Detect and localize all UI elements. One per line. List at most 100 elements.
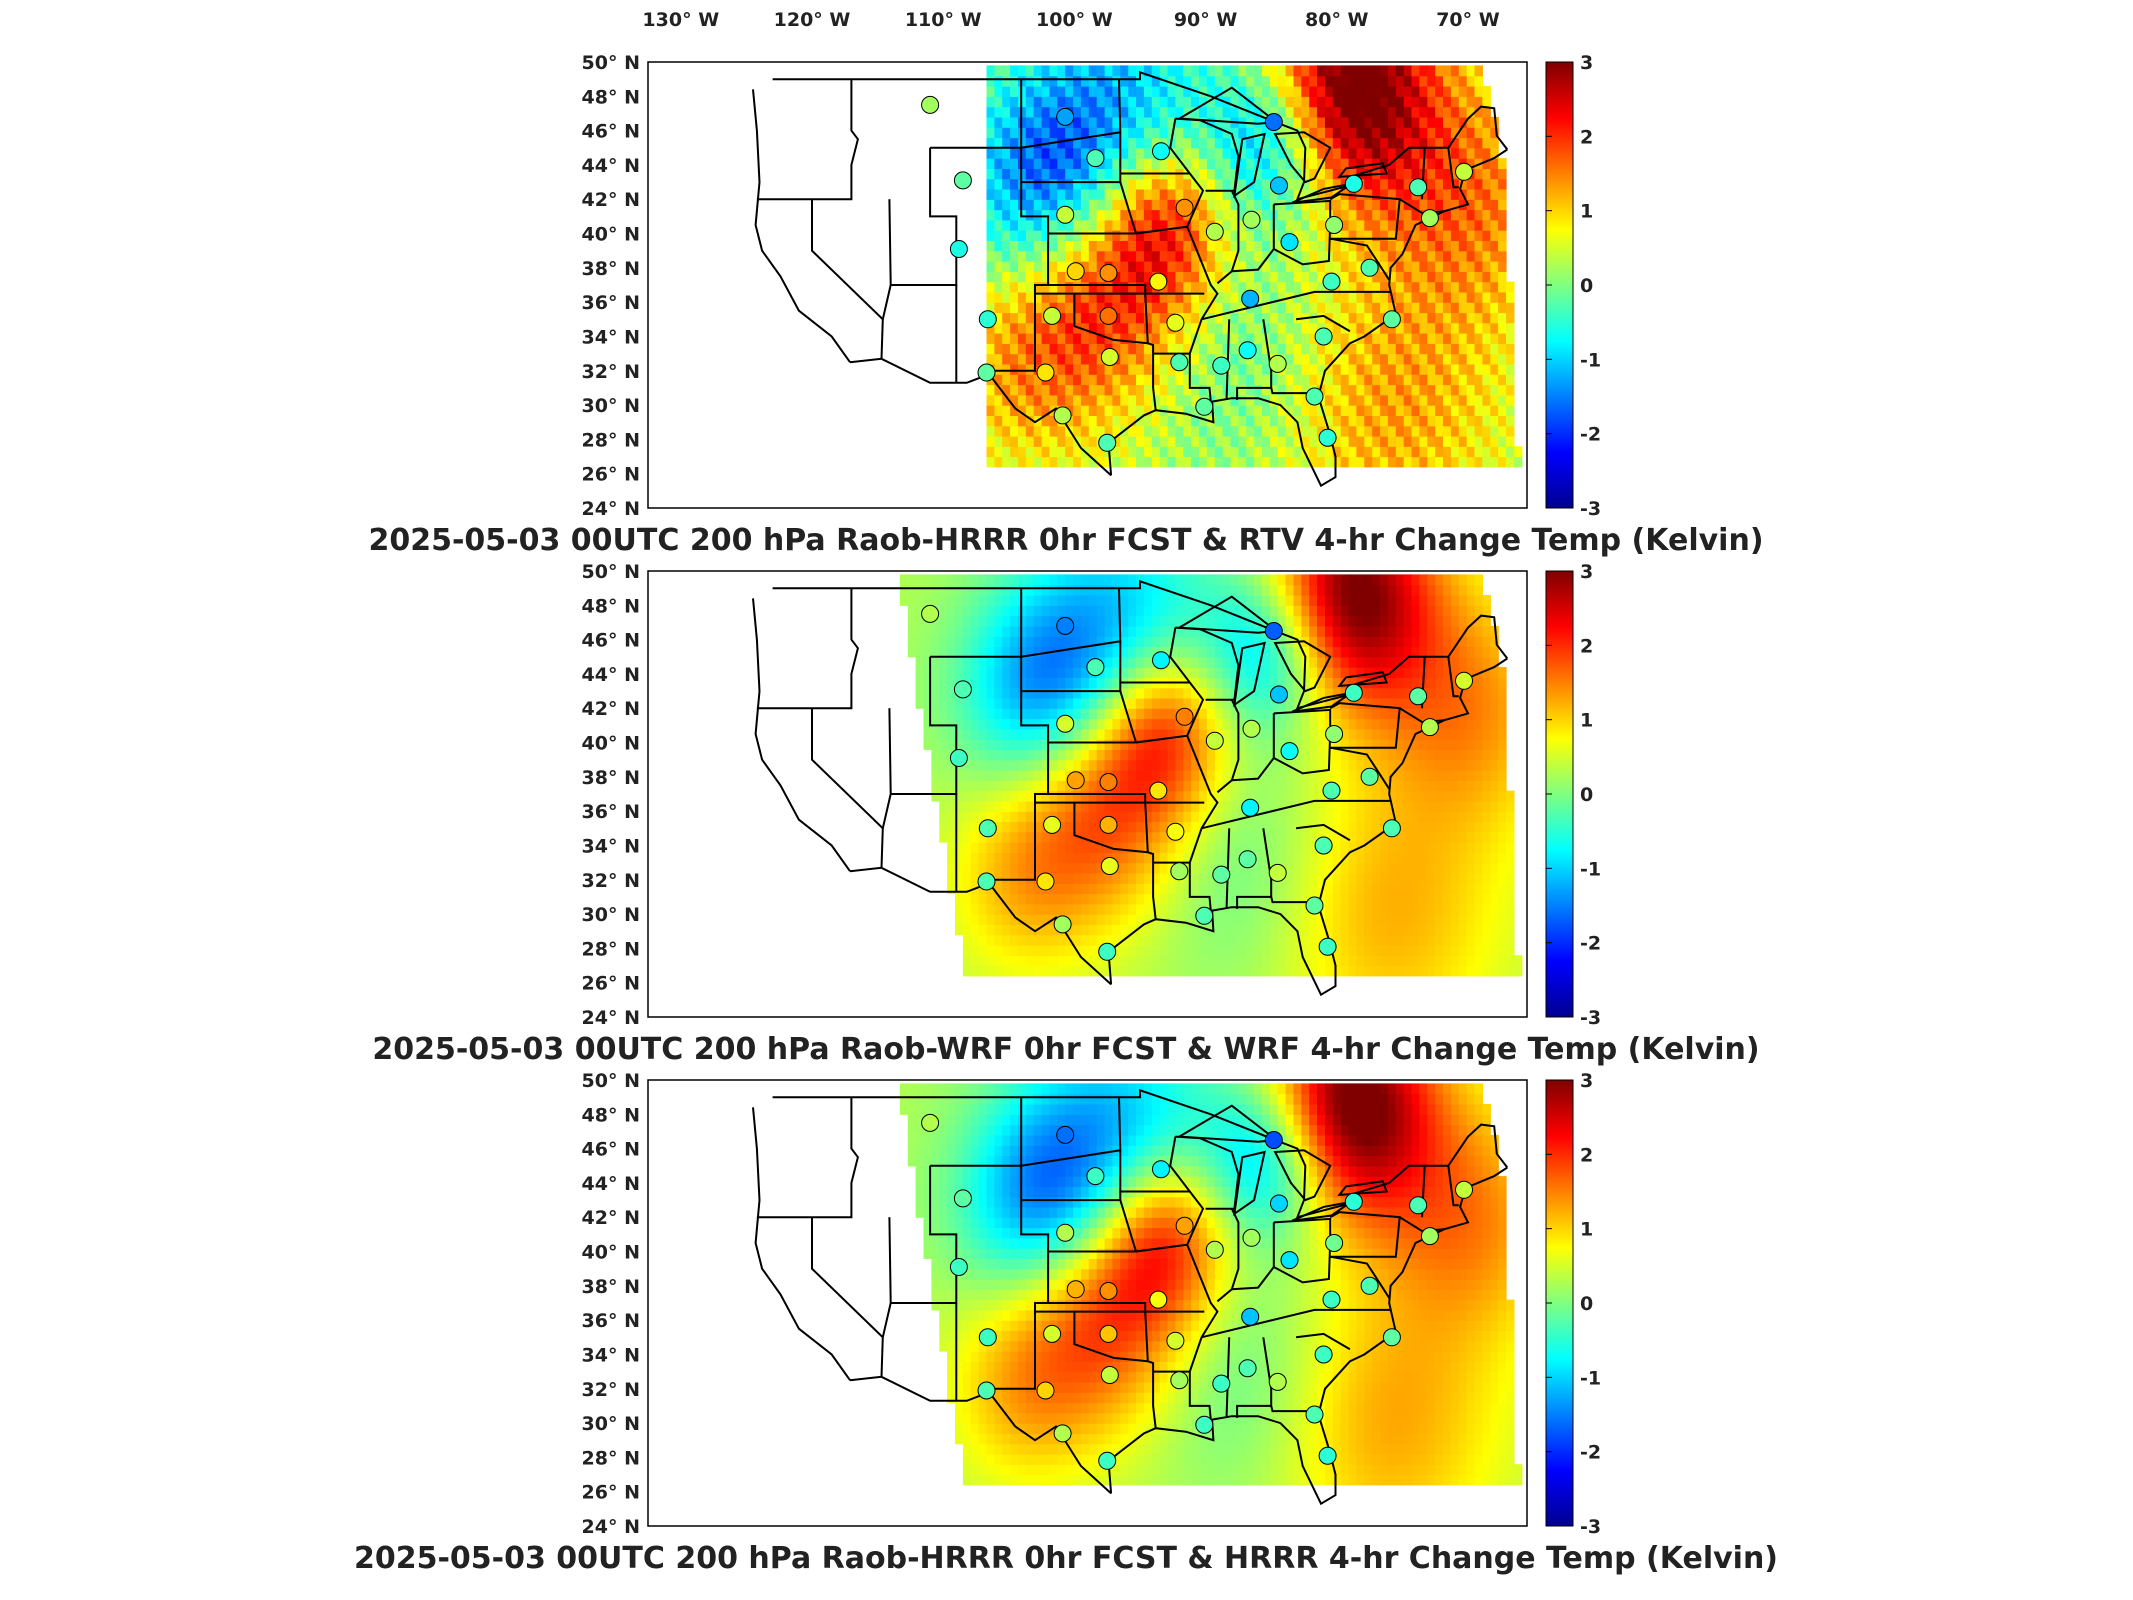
field-cell xyxy=(1151,739,1161,750)
field-cell xyxy=(970,842,980,853)
field-cell xyxy=(1498,415,1507,427)
field-cell xyxy=(1277,955,1287,967)
field-cell xyxy=(1474,188,1483,200)
field-cell xyxy=(1033,708,1043,720)
field-cell xyxy=(1372,425,1381,437)
field-cell xyxy=(1262,281,1271,293)
field-cell xyxy=(1143,281,1153,293)
field-cell xyxy=(1340,230,1350,241)
field-cell xyxy=(1230,75,1239,87)
field-cell xyxy=(1427,831,1436,843)
field-cell xyxy=(1230,893,1239,905)
field-cell xyxy=(1088,924,1098,936)
field-cell xyxy=(1112,697,1121,709)
field-cell xyxy=(1073,199,1082,211)
field-cell xyxy=(1049,333,1058,344)
field-cell xyxy=(1096,914,1106,925)
field-cell xyxy=(1269,384,1279,396)
field-cell xyxy=(1222,425,1232,437)
field-cell xyxy=(1458,656,1468,668)
field-cell xyxy=(1033,230,1043,241)
field-cell xyxy=(1285,425,1295,437)
field-cell xyxy=(1143,219,1153,231)
field-cell xyxy=(1340,240,1350,252)
field-cell xyxy=(1340,872,1350,884)
field-cell xyxy=(1395,116,1405,128)
field-cell xyxy=(1010,677,1019,689)
field-cell xyxy=(1411,852,1420,864)
field-cell xyxy=(1206,749,1216,761)
boundary-line xyxy=(1399,198,1445,215)
field-cell xyxy=(1435,291,1444,303)
field-cell xyxy=(1010,116,1019,128)
field-cell xyxy=(1010,811,1019,823)
field-cell xyxy=(1340,363,1350,375)
field-cell xyxy=(994,677,1003,689)
field-cell xyxy=(1002,945,1011,956)
field-cell xyxy=(1395,811,1405,823)
field-cell xyxy=(1490,842,1499,853)
field-cell xyxy=(1269,86,1279,97)
field-cell xyxy=(1269,446,1279,458)
field-cell xyxy=(1175,147,1184,159)
field-cell xyxy=(1387,759,1397,771)
field-cell xyxy=(1466,209,1476,221)
field-cell xyxy=(1065,199,1074,211)
field-cell xyxy=(1340,718,1350,730)
field-cell xyxy=(955,903,964,915)
field-cell xyxy=(994,790,1003,802)
field-cell xyxy=(1411,790,1420,802)
field-cell xyxy=(1112,116,1121,128)
field-cell xyxy=(1214,842,1224,853)
field-cell xyxy=(1325,903,1334,915)
lon-tick-label: 120° W xyxy=(774,9,851,31)
field-cell xyxy=(1309,759,1318,771)
field-cell xyxy=(1254,934,1263,946)
field-cell xyxy=(1427,302,1436,314)
field-cell xyxy=(1128,106,1137,118)
field-cell xyxy=(1199,178,1208,190)
field-cell xyxy=(1238,770,1247,781)
field-cell xyxy=(1395,893,1405,905)
field-cell xyxy=(1002,965,1011,977)
field-cell xyxy=(1372,281,1381,293)
field-cell xyxy=(1450,965,1460,977)
field-cell xyxy=(1175,261,1184,272)
field-cell xyxy=(1049,374,1058,386)
field-cell xyxy=(1214,405,1224,416)
field-cell xyxy=(1112,147,1121,159)
field-cell xyxy=(1490,780,1499,792)
field-cell xyxy=(1309,780,1318,792)
field-cell xyxy=(1175,415,1184,427)
field-cell xyxy=(1143,199,1153,211)
field-cell xyxy=(1065,749,1074,761)
field-cell xyxy=(1372,862,1381,874)
field-cell xyxy=(1403,188,1413,200)
field-cell xyxy=(1120,914,1129,925)
field-cell xyxy=(1128,394,1137,406)
field-cell xyxy=(1246,697,1255,709)
field-cell xyxy=(1104,924,1114,936)
field-cell xyxy=(1301,240,1310,252)
field-cell xyxy=(1474,302,1483,314)
field-cell xyxy=(1175,65,1184,77)
field-cell xyxy=(1309,158,1318,169)
field-cell xyxy=(1309,137,1318,149)
field-cell xyxy=(1120,739,1129,750)
field-cell xyxy=(1277,281,1287,293)
field-cell xyxy=(1002,219,1011,231)
field-cell xyxy=(1104,872,1114,884)
field-cell xyxy=(1435,893,1444,905)
field-cell xyxy=(1025,446,1035,458)
field-cell xyxy=(1183,790,1192,802)
field-cell xyxy=(1450,770,1460,781)
field-cell xyxy=(1238,158,1247,169)
field-cell xyxy=(1380,230,1389,241)
field-cell xyxy=(1301,415,1310,427)
field-cell xyxy=(1340,96,1350,108)
field-cell xyxy=(1269,188,1279,200)
field-cell xyxy=(1057,759,1066,771)
field-cell xyxy=(1025,934,1035,946)
field-cell xyxy=(1065,353,1074,365)
field-cell xyxy=(1073,924,1082,936)
